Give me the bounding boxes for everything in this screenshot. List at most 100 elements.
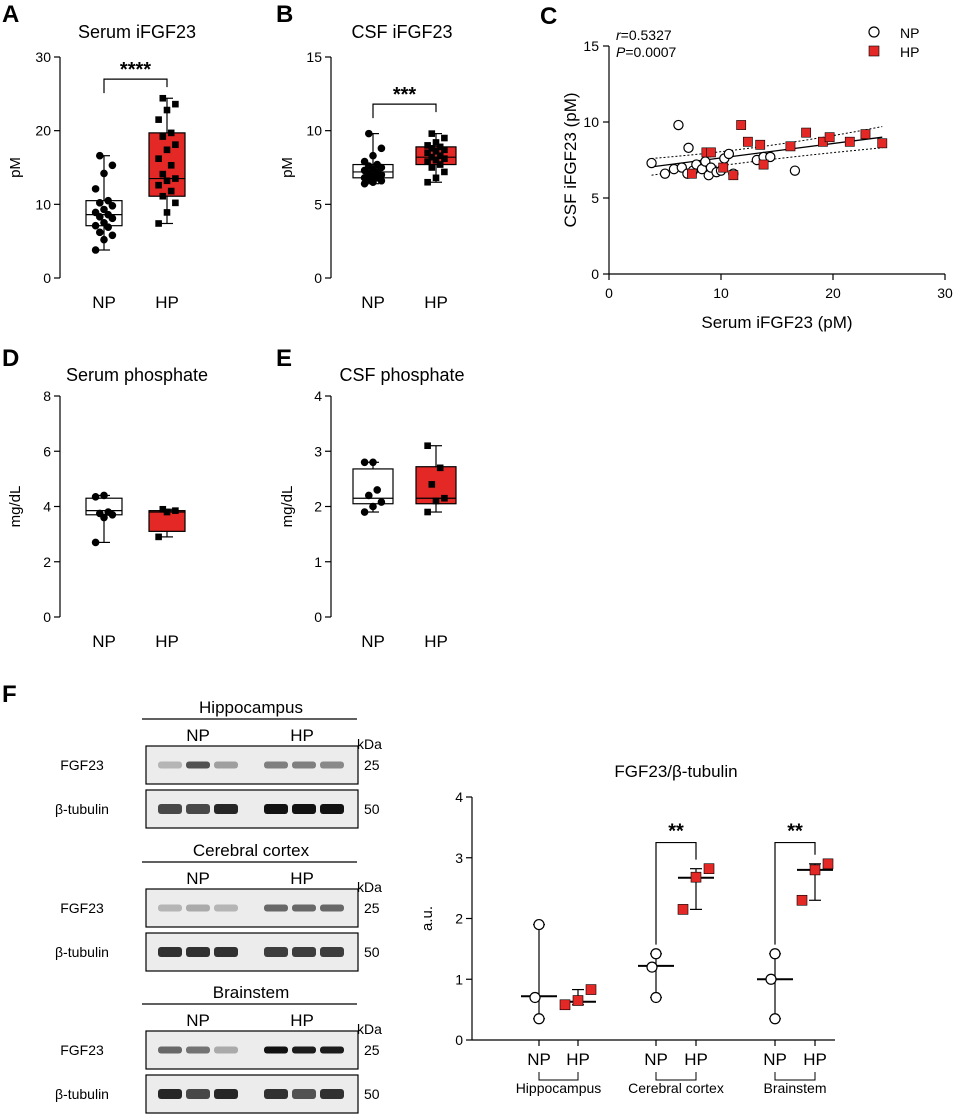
x-category-label: HP: [684, 1050, 708, 1069]
data-point: [706, 147, 716, 158]
box-group-np: [85, 491, 123, 547]
data-point: [91, 493, 100, 501]
y-axis-label: CSF iFGF23 (pM): [561, 92, 580, 227]
region-bracket: [774, 1072, 816, 1081]
data-point: [646, 961, 658, 973]
blot-band: [186, 804, 210, 814]
data-point: [172, 199, 179, 207]
x-category-label: HP: [566, 1050, 590, 1069]
data-point: [377, 498, 386, 506]
data-point: [428, 130, 436, 137]
region-label: Brainstem: [763, 1080, 826, 1096]
data-point: [650, 991, 662, 1004]
y-tick-label-0: 0: [455, 1032, 463, 1048]
significance-bracket: [655, 841, 697, 945]
confidence-band-upper: [651, 126, 883, 159]
blot-band: [264, 1089, 288, 1099]
data-point: [360, 174, 369, 182]
blot-row-label: FGF23: [60, 757, 104, 773]
data-point: [801, 127, 812, 138]
data-point: [683, 142, 694, 154]
blot-band: [292, 947, 316, 957]
data-point: [100, 235, 108, 244]
data-point: [424, 142, 431, 149]
blot-band: [158, 761, 182, 769]
y-tick-label-5: 5: [591, 190, 599, 206]
y-tick-label-30: 30: [35, 49, 51, 65]
data-point: [428, 153, 436, 161]
data-point: [877, 138, 888, 149]
y-tick-label-0: 0: [314, 270, 322, 286]
data-point: [441, 168, 448, 176]
region-label: Cerebral cortex: [628, 1080, 724, 1096]
stat-p: P=0.0007: [616, 44, 677, 60]
box-group-np: [352, 458, 394, 516]
panel-letter-f: F: [2, 681, 17, 708]
blot-kda-value: 50: [364, 801, 380, 817]
y-tick-label-10: 10: [35, 196, 51, 212]
blot-group-np: NP: [186, 869, 210, 888]
legend-marker-np: [868, 26, 880, 38]
chart-title: Serum iFGF23: [78, 22, 196, 42]
data-point: [373, 160, 382, 169]
y-tick-label-10: 10: [583, 114, 599, 130]
data-point: [163, 146, 171, 154]
data-point: [96, 228, 104, 237]
data-point: [809, 864, 821, 876]
y-tick-label-2: 2: [455, 911, 463, 927]
y-axis-label: mg/dL: [7, 486, 24, 528]
significance-stars: **: [668, 821, 684, 843]
blot-band: [186, 947, 210, 957]
data-point: [369, 502, 377, 511]
y-tick-label-4: 4: [314, 388, 322, 404]
data-point: [167, 161, 175, 169]
y-tick-label-20: 20: [35, 123, 51, 139]
data-point: [424, 149, 431, 157]
data-point: [529, 991, 541, 1004]
data-point: [369, 458, 377, 467]
blot-group-hp: HP: [290, 1011, 314, 1030]
stat-r-value: =0.5327: [621, 27, 672, 43]
chart-title: CSF iFGF23: [351, 22, 452, 42]
blot-band: [158, 1046, 182, 1054]
y-tick-label-1: 1: [455, 971, 463, 987]
blot-band: [264, 904, 288, 912]
data-point: [436, 143, 444, 151]
data-point: [163, 177, 171, 185]
blot-kda-value: 25: [364, 900, 380, 916]
data-point: [646, 157, 657, 169]
data-point: [785, 141, 796, 152]
blot-band: [214, 804, 238, 814]
chart-c-correlation-scatter: 0 5 10 15 0 10 20 30 Serum iFGF23 (pM) CSF iFGF23…: [561, 25, 953, 332]
stat-r: r=0.5327: [616, 27, 672, 43]
x-category-label: NP: [763, 1050, 787, 1069]
box-group-hp: [415, 130, 457, 186]
data-point: [428, 164, 436, 171]
data-point: [91, 208, 100, 217]
data-point: [155, 116, 162, 123]
regression-line: [651, 136, 883, 168]
data-point: [163, 209, 171, 216]
box-iqr: [85, 497, 123, 516]
data-point: [377, 144, 386, 153]
data-point: [172, 507, 179, 514]
blot-kda-value: 50: [364, 944, 380, 960]
significance-bracket: [774, 841, 816, 945]
data-point: [159, 133, 167, 140]
blot-band: [320, 1089, 344, 1099]
blot-kda-label: kDa: [357, 736, 382, 752]
data-point: [373, 486, 382, 494]
blot-band: [320, 1046, 344, 1054]
blot-membrane: [145, 745, 359, 785]
chart-title: FGF23/β-tubulin: [614, 762, 737, 781]
blot-kda-value: 25: [364, 757, 380, 773]
blot-hippocampus: Hippocampus NP HP kDa FGF23 25 β-tubulin 50: [55, 698, 382, 829]
data-point: [736, 120, 747, 130]
blot-band: [320, 804, 344, 814]
region-brainstem: NP HP Brainstem **: [757, 821, 834, 1096]
data-point: [96, 213, 104, 221]
data-point: [96, 151, 104, 160]
box-iqr: [415, 466, 457, 505]
